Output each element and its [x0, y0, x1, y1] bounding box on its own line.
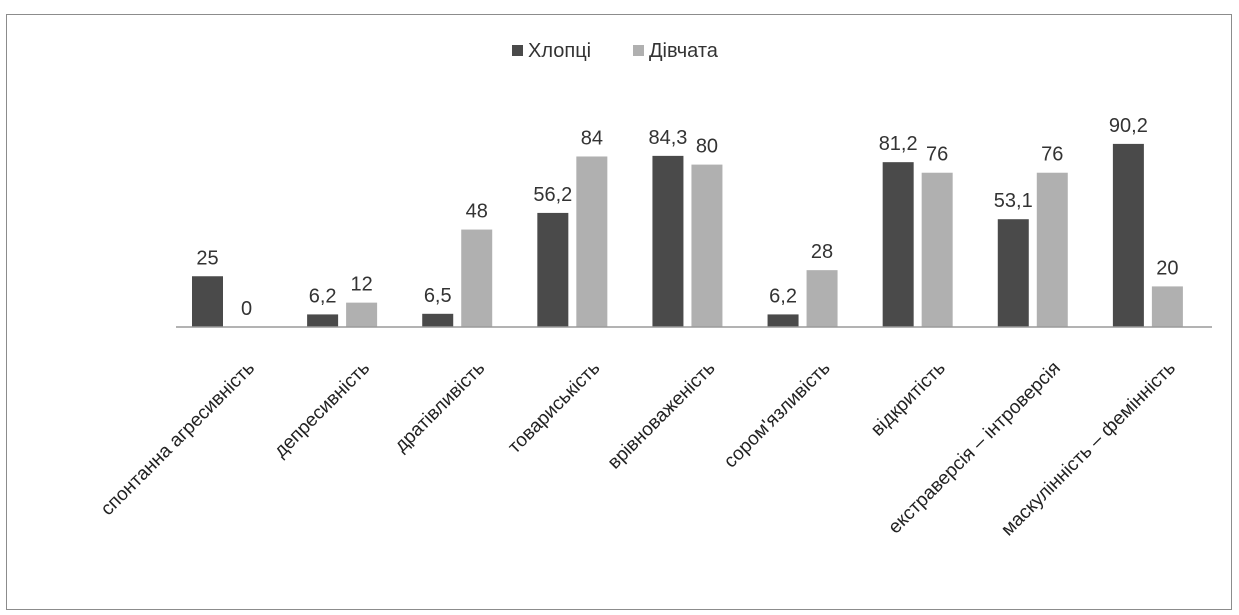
data-label-0-8: 90,2: [1109, 115, 1148, 137]
category-labels: спонтанна агресивність депресивність драті…: [97, 358, 1180, 541]
bar-1-8: [1151, 286, 1183, 327]
category-label-5: сором'язливість: [720, 358, 835, 473]
data-label-1-7: 76: [1041, 144, 1063, 166]
category-label-3: товариськість: [504, 358, 604, 458]
bar-1-4: [691, 164, 723, 327]
legend-label-1: Дівчата: [649, 40, 719, 62]
bar-0-0: [192, 276, 223, 327]
data-label-1-8: 20: [1156, 257, 1178, 279]
bar-0-3: [537, 212, 569, 327]
bar-1-7: [1036, 172, 1068, 327]
bar-0-7: [997, 219, 1029, 327]
data-label-0-1: 6,2: [309, 285, 337, 307]
category-label-0: спонтанна агресивність: [97, 358, 259, 520]
data-label-0-5: 6,2: [769, 285, 797, 307]
data-label-0-3: 56,2: [533, 184, 572, 206]
data-label-1-3: 84: [581, 127, 603, 149]
bar-0-2: [422, 313, 454, 327]
legend-swatch-0: [512, 45, 523, 56]
data-label-1-0: 0: [241, 298, 252, 320]
bar-1-1: [346, 302, 378, 327]
data-labels: 25 0 6,2 12 6,5 48 56,2 84 84,3 80 6,2 28 81,2 76 53,1…: [196, 115, 1178, 320]
category-label-4: врівноваженість: [604, 358, 720, 474]
legend-label-0: Хлопці: [528, 40, 591, 62]
bar-1-6: [921, 172, 953, 327]
data-label-0-0: 25: [196, 247, 218, 269]
data-label-1-2: 48: [466, 201, 488, 223]
bar-1-5: [806, 270, 838, 327]
data-label-0-6: 81,2: [879, 133, 918, 155]
legend-swatch-1: [633, 45, 644, 56]
bar-0-8: [1112, 143, 1144, 327]
data-label-1-6: 76: [926, 144, 948, 166]
data-label-1-1: 12: [350, 274, 372, 296]
data-label-0-2: 6,5: [424, 285, 452, 307]
category-label-2: дратівливість: [391, 358, 490, 457]
data-label-0-4: 84,3: [648, 127, 687, 149]
chart-bars: [192, 143, 1183, 327]
data-label-1-4: 80: [696, 136, 718, 158]
bar-1-2: [461, 229, 493, 327]
bar-0-4: [652, 155, 684, 327]
category-label-6: відкритість: [867, 358, 950, 441]
chart-legend: Хлопці Дівчата: [512, 40, 719, 62]
data-label-1-5: 28: [811, 241, 833, 263]
bar-0-1: [307, 314, 339, 327]
bar-0-5: [767, 314, 799, 327]
bar-1-3: [576, 156, 608, 327]
data-label-0-7: 53,1: [994, 190, 1033, 212]
category-label-1: депресивність: [270, 358, 374, 462]
bar-0-6: [882, 162, 914, 327]
